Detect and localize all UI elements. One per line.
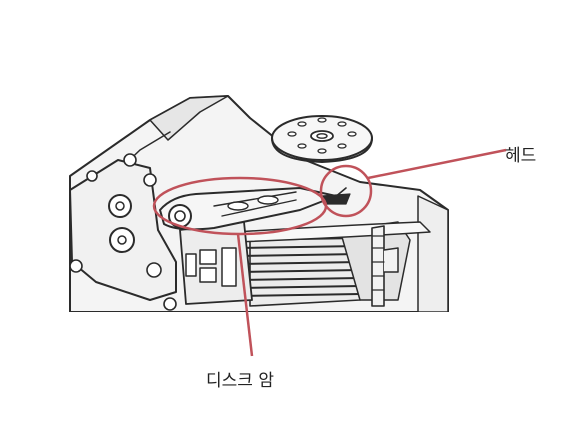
housing-back-wall <box>149 95 229 141</box>
disk-arm <box>159 187 337 231</box>
platter-stack <box>235 221 411 307</box>
right-rail <box>371 225 399 307</box>
disk-arm-label: 디스크 암 <box>206 371 274 391</box>
housing-right-wall <box>417 195 449 312</box>
platter-disk <box>271 115 373 163</box>
disk-arm-leader-line <box>236 233 254 357</box>
head-label: 헤드 <box>505 146 537 166</box>
actuator-mount-plate <box>69 153 177 311</box>
actuator-comb <box>179 221 253 305</box>
hard-drive-illustration <box>69 95 449 312</box>
head-leader-line <box>367 148 507 180</box>
callouts <box>152 148 507 357</box>
head-highlight <box>319 164 373 218</box>
read-write-head <box>321 187 351 205</box>
